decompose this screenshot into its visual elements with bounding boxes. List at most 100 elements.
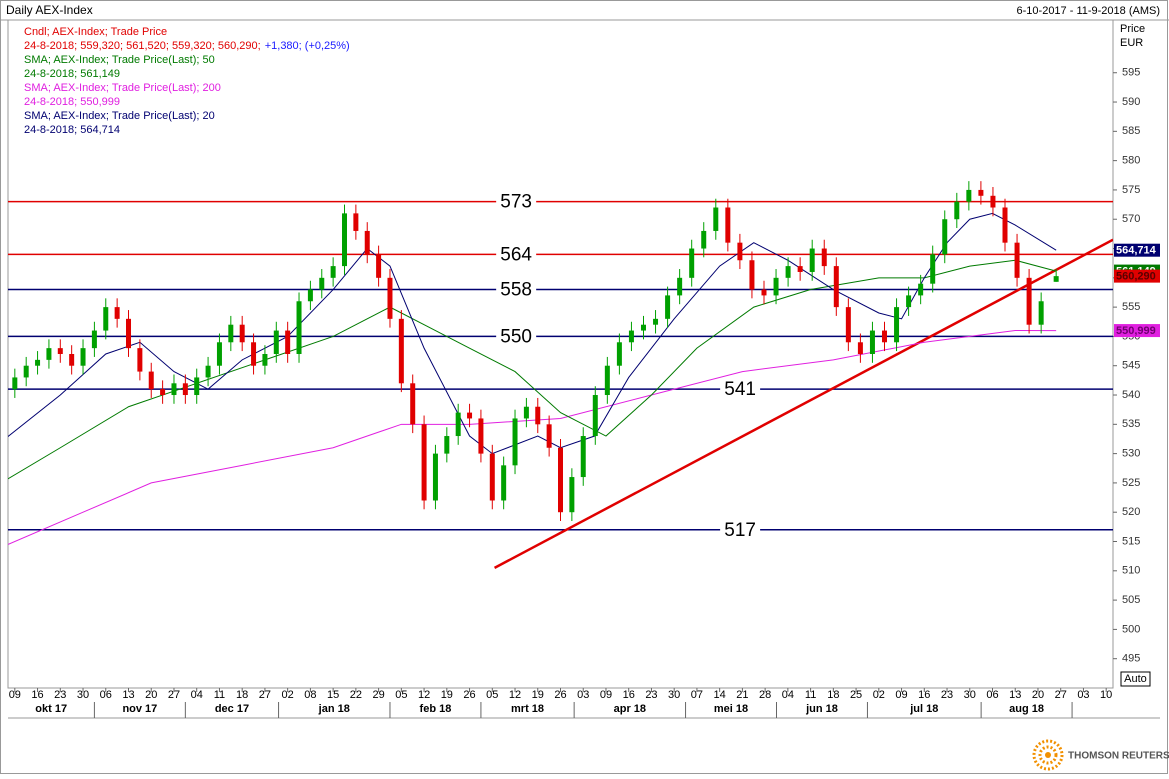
candle-body [1026, 277, 1032, 325]
x-tick-label: 15 [327, 689, 339, 701]
price-flag-label: 550,999 [1116, 325, 1156, 337]
candle-body [376, 254, 382, 278]
level-label-bg [496, 243, 537, 266]
candle-body [1053, 276, 1059, 282]
candle-body [616, 342, 622, 366]
candle-body [421, 424, 427, 501]
y-tick-label: 580 [1122, 155, 1140, 167]
x-tick-label: 19 [441, 689, 453, 701]
auto-label[interactable]: Auto [1124, 673, 1147, 685]
candle-body [535, 406, 541, 425]
candle-body [194, 377, 200, 396]
x-tick-label: 09 [600, 689, 612, 701]
month-label: nov 17 [122, 703, 157, 715]
price-flag-label: 560,290 [1116, 271, 1156, 283]
plot: 573 564 558 550 541 517 [8, 181, 1113, 569]
sma-line [8, 259, 1057, 480]
candle-body [737, 242, 743, 261]
candle-body [1014, 242, 1020, 278]
candle-body [689, 248, 695, 278]
candle-body [364, 230, 370, 255]
x-tick-label: 20 [1032, 689, 1044, 701]
candle-body [171, 383, 177, 396]
month-label: okt 17 [35, 703, 67, 715]
candle-body [1038, 301, 1044, 325]
candle-body [398, 318, 404, 384]
x-tick-label: 30 [964, 689, 976, 701]
candle-body [228, 324, 234, 343]
candle-body [628, 330, 634, 343]
candle-body [881, 330, 887, 343]
brand-name: THOMSON REUTERS [1068, 751, 1169, 762]
candle-body [978, 189, 984, 196]
x-tick-label: 02 [282, 689, 294, 701]
candle-body [80, 348, 86, 366]
level-label: 558 [500, 280, 532, 301]
x-tick-label: 13 [1009, 689, 1021, 701]
x-tick-label: 26 [554, 689, 566, 701]
x-tick-label: 16 [918, 689, 930, 701]
candle-body [604, 365, 610, 396]
x-tick-label: 18 [236, 689, 248, 701]
x-tick-label: 11 [805, 689, 816, 701]
x-tick-label: 20 [145, 689, 157, 701]
x-tick-label: 27 [168, 689, 180, 701]
candle-body [713, 207, 719, 231]
candle-body [558, 447, 563, 513]
candle-body [216, 342, 222, 366]
level-label-bg [720, 378, 761, 401]
month-label: dec 17 [215, 703, 249, 715]
auto-button[interactable] [1120, 671, 1151, 687]
candle-body [69, 354, 75, 366]
candle-body [182, 383, 188, 396]
candle-body [833, 266, 839, 308]
x-tick-label: 16 [31, 689, 43, 701]
candle-body [701, 230, 707, 249]
x-tick-label: 30 [77, 689, 89, 701]
candle-body [580, 436, 586, 478]
x-tick-label: 10 [1100, 689, 1112, 701]
candle-body [942, 219, 948, 255]
candle-body [569, 477, 575, 513]
candle-body [353, 213, 359, 231]
candle-body [262, 354, 268, 366]
candle-body [918, 283, 924, 296]
x-tick-label: 09 [9, 689, 21, 701]
candle-body [773, 277, 779, 296]
x-tick-label: 14 [714, 689, 726, 701]
level-label: 541 [724, 379, 756, 400]
x-tick-label: 13 [122, 689, 134, 701]
y-tick-label: 535 [1122, 418, 1140, 430]
y-axis-unit: EUR [1120, 37, 1143, 49]
candle-body [797, 266, 803, 272]
x-tick-label: 03 [577, 689, 589, 701]
level-label-bg [496, 190, 537, 213]
candle-body [761, 289, 767, 296]
candle-body [330, 266, 336, 278]
candle-body [410, 383, 416, 425]
y-tick-label: 575 [1122, 184, 1140, 196]
chart-title: Daily AEX-Index [6, 3, 93, 17]
candle-body [137, 348, 143, 372]
y-tick-label: 520 [1122, 506, 1140, 518]
y-tick-label: 545 [1122, 360, 1140, 372]
x-tick-label: 23 [645, 689, 657, 701]
candle-body [296, 301, 302, 354]
candle-body [966, 189, 972, 202]
x-tick-label: 23 [54, 689, 66, 701]
legend-change: +1,380; (+0,25%) [265, 40, 350, 52]
x-tick-label: 06 [100, 689, 112, 701]
candle-body [906, 295, 912, 308]
candle-body [785, 266, 791, 278]
candle-body [653, 318, 659, 325]
y-tick-label: 540 [1122, 389, 1140, 401]
x-tick-label: 16 [623, 689, 635, 701]
x-tick-label: 05 [486, 689, 498, 701]
legend-entry: 24-8-2018; 564,714 [24, 124, 120, 136]
candle-body [894, 307, 900, 343]
x-tick-label: 09 [895, 689, 907, 701]
y-tick-label: 515 [1122, 535, 1140, 547]
candle-body [809, 248, 815, 272]
brand-logo [1032, 739, 1064, 771]
legend-entry: Cndl; AEX-Index; Trade Price [24, 26, 167, 38]
